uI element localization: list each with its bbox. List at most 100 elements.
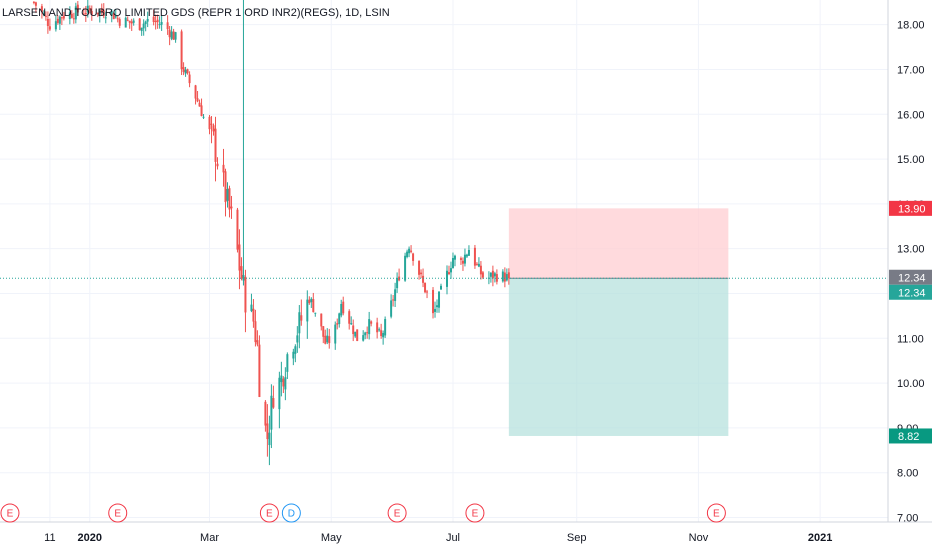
candle-body xyxy=(154,20,157,23)
candle-body xyxy=(138,18,141,31)
earnings-event-icon[interactable] xyxy=(387,503,407,523)
earnings-event-icon[interactable] xyxy=(108,503,128,523)
candle-body xyxy=(296,335,299,343)
take-profit-zone[interactable] xyxy=(508,278,729,436)
candle-body xyxy=(268,432,271,446)
candle-body xyxy=(70,13,73,18)
candle-body xyxy=(495,274,498,282)
candle-body xyxy=(210,123,213,125)
candle-body xyxy=(306,299,309,322)
candle-body xyxy=(258,344,261,397)
candle-body xyxy=(436,305,439,308)
candle-body xyxy=(88,7,91,11)
candle-body xyxy=(338,313,341,324)
candle-body xyxy=(364,332,367,336)
candle-body xyxy=(477,263,480,267)
candle-body xyxy=(489,272,492,277)
candle-body xyxy=(46,19,49,27)
dividend-event-icon[interactable] xyxy=(281,503,301,523)
candle-body xyxy=(42,14,45,16)
earnings-event-label: E xyxy=(394,509,401,520)
candle-body xyxy=(132,20,135,23)
candle-body xyxy=(352,325,355,335)
candle-body xyxy=(308,299,311,304)
candle-body xyxy=(380,330,383,337)
candle-body xyxy=(214,128,217,162)
candle-body xyxy=(186,69,189,74)
candle-body xyxy=(505,274,508,281)
candles xyxy=(32,0,510,466)
candle-body xyxy=(284,377,287,390)
candle-body xyxy=(58,16,61,24)
candle-body xyxy=(244,276,247,313)
candle-body xyxy=(310,298,313,303)
candle-body xyxy=(82,13,85,15)
candle-body xyxy=(236,209,239,250)
candle-body xyxy=(110,10,113,16)
earnings-event-icon[interactable] xyxy=(0,503,20,523)
time-axis-background[interactable] xyxy=(0,522,932,550)
candle-body xyxy=(196,98,199,102)
candle-body xyxy=(432,289,435,314)
candle-body xyxy=(90,11,93,15)
candle-body xyxy=(354,331,357,337)
candle-body xyxy=(172,31,175,40)
time-tick-label: 2021 xyxy=(808,532,832,544)
candle-body xyxy=(408,248,411,254)
candle-body xyxy=(68,12,71,20)
candle-body xyxy=(382,333,385,338)
candle-body xyxy=(438,291,441,308)
candle-body xyxy=(366,332,369,334)
candle-body xyxy=(314,312,317,314)
candle-body xyxy=(322,326,325,337)
candle-body xyxy=(418,260,421,275)
candle-body xyxy=(503,272,506,282)
candle-body xyxy=(312,299,315,313)
earnings-event-icon[interactable] xyxy=(259,503,279,523)
candle-body xyxy=(396,277,399,289)
candle-body xyxy=(76,4,79,13)
candle-body xyxy=(130,21,133,24)
candle-body xyxy=(238,244,241,271)
earnings-event-label: E xyxy=(713,509,720,520)
candle-body xyxy=(465,254,468,257)
candle-body xyxy=(104,17,107,19)
candle-body xyxy=(342,301,345,314)
candle-body xyxy=(124,17,127,28)
candle-body xyxy=(412,253,415,261)
candle-body xyxy=(252,308,255,322)
time-tick-label: May xyxy=(321,532,342,544)
candle-body xyxy=(479,265,482,275)
candle-body xyxy=(96,12,99,15)
candle-body xyxy=(32,1,35,3)
candle-body xyxy=(184,69,187,74)
price-tick-label: 10.00 xyxy=(897,378,925,390)
candle-body xyxy=(501,271,504,282)
earnings-event-icon[interactable] xyxy=(706,503,726,523)
candle-body xyxy=(198,102,201,107)
candle-body xyxy=(188,74,191,84)
candle-body xyxy=(216,163,219,167)
candle-body xyxy=(114,16,117,18)
price-tick-label: 16.00 xyxy=(897,109,925,121)
earnings-event-label: E xyxy=(472,509,479,520)
stop-price-badge-background xyxy=(889,200,932,216)
candle-body xyxy=(445,270,448,287)
stop-loss-zone[interactable] xyxy=(508,208,729,279)
price-badges: 13.90 12.34 12.34 8.82 xyxy=(889,200,932,444)
candle-body xyxy=(200,105,203,117)
position-zones[interactable] xyxy=(508,208,729,436)
candle-body xyxy=(48,26,51,30)
candle-body xyxy=(376,322,379,333)
candle-body xyxy=(266,423,269,440)
candle-body xyxy=(240,266,243,279)
candle-body xyxy=(222,164,225,173)
price-tick-label: 18.00 xyxy=(897,20,925,32)
earnings-event-icon[interactable] xyxy=(465,503,485,523)
candle-body xyxy=(491,270,494,279)
candle-body xyxy=(112,13,115,20)
candle-body xyxy=(368,319,371,335)
